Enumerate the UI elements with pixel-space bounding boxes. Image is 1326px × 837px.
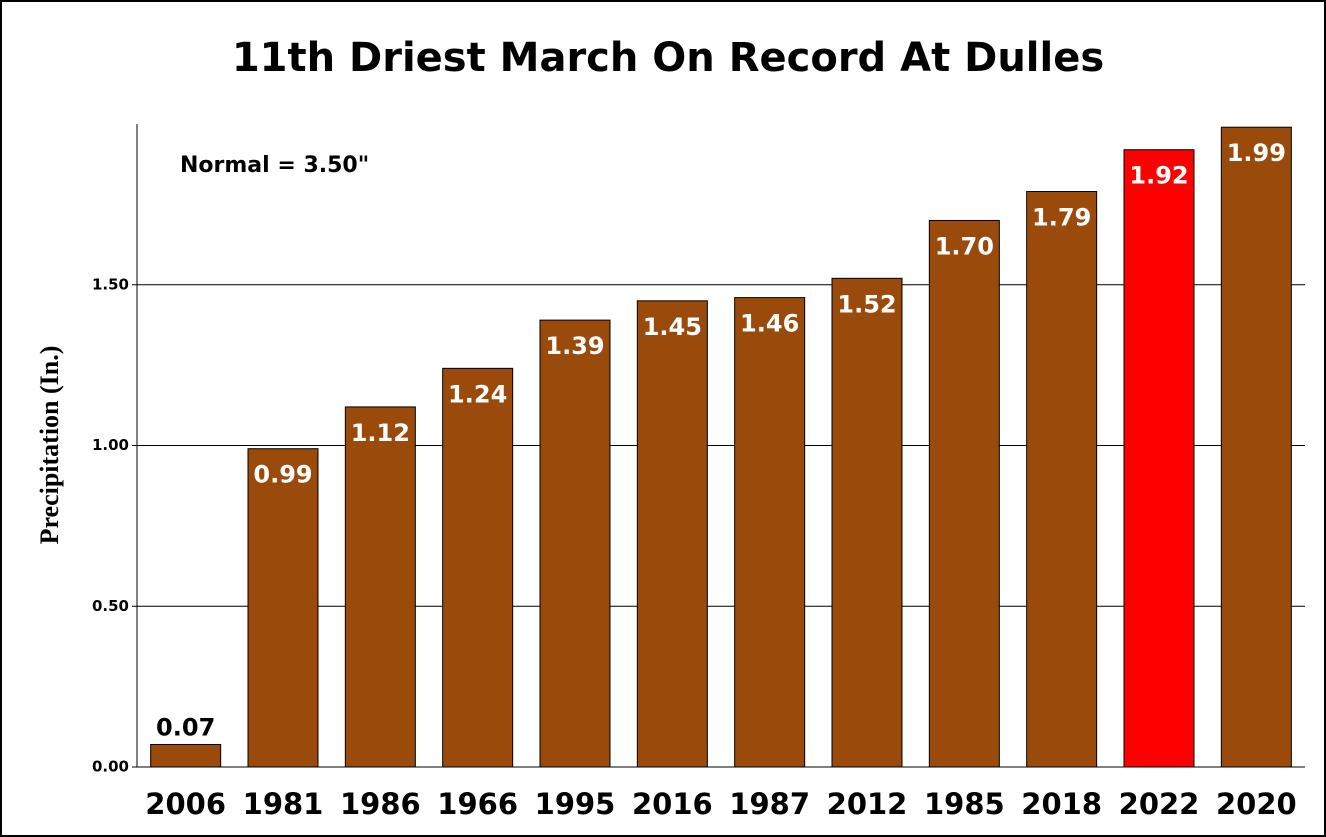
bar [150,743,222,768]
value-label: 1.46 [740,310,799,338]
value-label: 1.70 [935,232,994,260]
bar [636,300,708,768]
bar [1026,191,1098,768]
x-tick-label: 1995 [535,787,616,821]
value-label: 0.99 [253,461,312,489]
value-label: 1.99 [1227,139,1286,167]
x-tick-label: 2012 [827,787,908,821]
y-axis-label: Precipitation (In.) [35,346,64,545]
value-label: 1.12 [351,419,410,447]
bar [831,277,903,768]
value-label: 1.24 [448,380,507,408]
x-tick-label: 1987 [729,787,810,821]
value-label: 1.45 [643,313,702,341]
value-label: 0.07 [156,713,215,741]
x-tick-label: 2006 [145,787,226,821]
x-tick-label: 2018 [1021,787,1102,821]
x-tick-label: 1966 [437,787,518,821]
bar [442,367,514,768]
value-label: 1.92 [1129,162,1188,190]
value-label: 1.52 [837,290,896,318]
value-label: 1.79 [1032,204,1091,232]
bar [247,448,319,768]
x-tick-label: 1981 [243,787,324,821]
bar [1123,149,1195,768]
bar [539,319,611,768]
annotation: Normal = 3.50" [180,153,369,178]
x-tick-label: 1985 [924,787,1005,821]
x-tick-label: 2022 [1119,787,1200,821]
chart-title: 11th Driest March On Record At Dulles [232,35,1104,81]
y-tick-label: 1.50 [92,275,129,293]
y-tick-label: 0.00 [92,758,129,776]
bar [734,297,806,768]
x-tick-label: 2016 [632,787,713,821]
x-tick-label: 1986 [340,787,421,821]
bar [344,406,416,768]
value-label: 1.39 [545,332,604,360]
bar [1220,126,1292,768]
bar [928,219,1000,768]
y-tick-label: 0.50 [92,597,129,615]
y-tick-label: 1.00 [92,436,129,454]
x-tick-label: 2020 [1216,787,1297,821]
